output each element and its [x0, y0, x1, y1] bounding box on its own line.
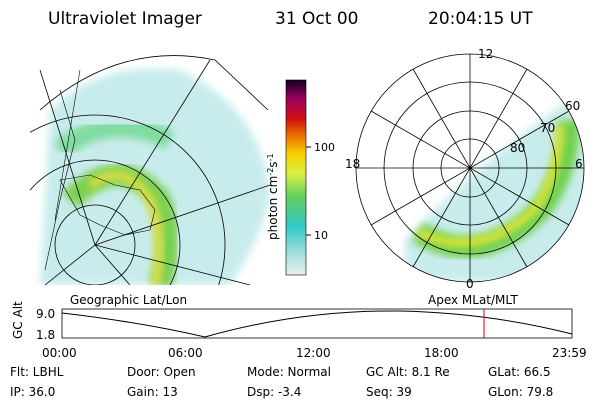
unit: s: [266, 161, 280, 167]
status-field: Seq: 39: [366, 385, 412, 399]
unit-exp: -1: [266, 153, 275, 161]
x-tick: 23:59: [552, 346, 587, 360]
polar-plot: 12 18 6 0 60 70 80: [345, 47, 585, 291]
axis-label: GC Alt: [11, 301, 25, 339]
status-field: Gain: 13: [127, 385, 178, 399]
unit: photon cm: [266, 176, 280, 240]
color-scale: [285, 79, 307, 276]
status-field: GC Alt: 8.1 Re: [366, 365, 450, 379]
mlat-label: 60: [565, 99, 580, 113]
y-tick: 9.0: [36, 307, 55, 321]
panel-label: Apex MLat/MLT: [428, 293, 518, 307]
status-field: IP: 36.0: [10, 385, 55, 399]
date: 31 Oct 00: [275, 9, 358, 29]
x-tick: 18:00: [424, 346, 459, 360]
mlt-label: 12: [478, 47, 493, 61]
mlat-label: 70: [540, 121, 555, 135]
mlat-label: 80: [510, 141, 525, 155]
mlt-label: 6: [575, 157, 583, 171]
status-field: Flt: LBHL: [10, 365, 64, 379]
x-tick: 00:00: [42, 346, 77, 360]
colorbar: 100 10 photon cm-2s-1: [266, 79, 335, 276]
mlt-label: 18: [345, 157, 360, 171]
x-tick: 06:00: [168, 346, 203, 360]
altitude-plot: GC Alt 9.0 1.8 00:00 06:00 12:00 18:00 2…: [11, 301, 587, 360]
status: Flt: LBHL Door: Open Mode: Normal GC Alt: 8…: [10, 365, 553, 399]
status-field: Door: Open: [127, 365, 196, 379]
colorbar-tick: 100: [314, 141, 335, 154]
panel-label: Geographic Lat/Lon: [70, 293, 187, 307]
status-field: Dsp: -3.4: [247, 385, 301, 399]
geographic-image: [30, 55, 271, 285]
y-tick: 1.8: [36, 328, 55, 342]
time: 20:04:15 UT: [428, 9, 533, 29]
x-tick: 12:00: [296, 346, 331, 360]
title: Ultraviolet Imager: [48, 9, 202, 29]
colorbar-tick: 10: [314, 229, 328, 242]
colorbar-label: photon cm-2s-1: [266, 153, 280, 240]
status-field: GLon: 79.8: [488, 385, 553, 399]
mlt-label: 0: [466, 277, 474, 291]
status-field: GLat: 66.5: [488, 365, 551, 379]
header: Ultraviolet Imager 31 Oct 00 20:04:15 UT: [48, 9, 533, 29]
status-field: Mode: Normal: [247, 365, 331, 379]
unit-exp: -2: [266, 168, 275, 176]
